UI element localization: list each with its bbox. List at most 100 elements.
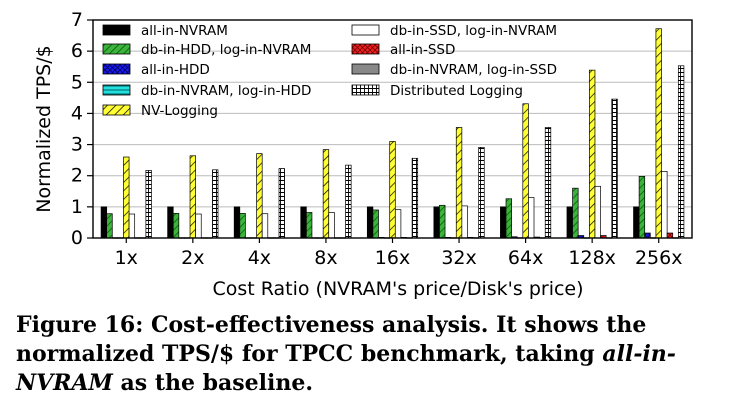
x-tick-label: 4x (248, 247, 271, 269)
bar-nv-logging-8x (322, 149, 330, 239)
bar-db-in-hdd-log-in-nvram-16x (372, 209, 379, 239)
bar-db-in-hdd-log-in-nvram-8x (305, 212, 313, 239)
legend-swatch (351, 63, 380, 75)
bar-db-in-hdd-log-in-nvram-1x (106, 213, 113, 239)
plot-frame (92, 19, 693, 239)
x-tick-label: 8x (314, 247, 337, 269)
bar-db-in-ssd-log-in-nvram-4x (261, 213, 269, 239)
legend-label: all-in-NVRAM (141, 23, 228, 39)
bar-nv-logging-2x (189, 155, 196, 239)
legend-entry: all-in-SSD (351, 42, 455, 58)
y-tick-label: 7 (71, 9, 83, 31)
y-tick-label: 2 (71, 165, 83, 187)
caption-text: Figure 16: Cost-effectiveness analysis. … (16, 312, 647, 367)
bar-db-in-ssd-log-in-nvram-256x (661, 171, 668, 239)
legend-swatch (102, 43, 131, 55)
legend-entry: db-in-HDD, log-in-NVRAM (102, 42, 311, 58)
bar-all-in-nvram-32x (433, 206, 440, 239)
bar-nv-logging-256x (655, 28, 662, 239)
legend-swatch (351, 24, 380, 36)
legend-entry: db-in-SSD, log-in-NVRAM (351, 23, 557, 39)
bar-all-in-nvram-256x (633, 206, 640, 239)
bar-all-in-nvram-64x (500, 206, 507, 239)
legend-label: db-in-HDD, log-in-NVRAM (141, 42, 311, 58)
bar-distributed-logging-8x (345, 164, 352, 239)
axes: 0 1 2 3 4 5 6 7 1x 2x 4x 8x 16x 32x 64x 128x 256x (71, 9, 693, 269)
bar-all-in-nvram-1x (100, 206, 108, 239)
x-tick-label: 128x (568, 247, 616, 269)
bar-db-in-hdd-log-in-nvram-256x (638, 175, 646, 239)
bar-db-in-ssd-log-in-nvram-2x (195, 213, 202, 239)
bar-db-in-ssd-log-in-nvram-32x (461, 205, 468, 239)
bar-distributed-logging-64x (544, 127, 552, 239)
legend-entry: NV-Logging (102, 103, 218, 119)
legend-entry: all-in-NVRAM (102, 23, 228, 39)
bar-all-in-nvram-2x (167, 206, 174, 239)
legend-swatch (351, 43, 380, 55)
caption-ending: as the baseline. (112, 370, 314, 396)
x-tick-label: 16x (375, 247, 410, 269)
legend-swatch (102, 104, 131, 116)
bar-nv-logging-64x (522, 103, 529, 239)
legend-swatch (102, 63, 131, 75)
bar-distributed-logging-1x (145, 170, 152, 239)
legend-swatch (102, 84, 131, 96)
bar-db-in-hdd-log-in-nvram-4x (239, 213, 246, 239)
bar-db-in-ssd-log-in-nvram-8x (328, 212, 335, 239)
bar-distributed-logging-128x (611, 98, 618, 239)
bar-db-in-hdd-log-in-nvram-32x (439, 204, 446, 239)
bar-all-in-nvram-4x (233, 206, 241, 239)
y-tick-label: 4 (71, 102, 83, 124)
x-tick-label: 2x (181, 247, 204, 269)
legend-entry: db-in-NVRAM, log-in-SSD (351, 62, 557, 78)
legend-label: NV-Logging (141, 103, 218, 119)
y-tick-label: 5 (71, 71, 83, 93)
bar-db-in-ssd-log-in-nvram-1x (128, 213, 136, 239)
bar-all-in-hdd-256x (644, 232, 651, 239)
bar-db-in-ssd-log-in-nvram-64x (528, 197, 535, 239)
bar-all-in-nvram-16x (366, 206, 374, 239)
x-tick-label: 1x (115, 247, 138, 269)
bar-nv-logging-4x (256, 153, 263, 239)
bar-db-in-hdd-log-in-nvram-128x (572, 187, 579, 239)
bar-distributed-logging-16x (411, 157, 419, 239)
bar-distributed-logging-4x (278, 168, 285, 239)
bar-db-in-ssd-log-in-nvram-16x (394, 209, 402, 239)
bar-distributed-logging-2x (212, 169, 219, 239)
caption-baseline: all-in-NVRAM (16, 341, 676, 396)
bar-nv-logging-128x (589, 69, 596, 239)
legend-entry: all-in-HDD (102, 62, 210, 78)
legend-label: all-in-SSD (390, 42, 455, 58)
legend-label: db-in-NVRAM, log-in-SSD (390, 62, 557, 78)
y-tick-label: 0 (71, 227, 83, 249)
x-tick-label: 256x (635, 247, 683, 269)
figure-caption: Figure 16: Cost-effectiveness analysis. … (16, 311, 741, 398)
bar-all-in-ssd-256x (666, 232, 674, 239)
bar-distributed-logging-32x (478, 147, 485, 239)
legend-entry: db-in-NVRAM, log-in-HDD (102, 83, 311, 99)
cost-effectiveness-chart: 0 1 2 3 4 5 6 7 1x 2x 4x 8x 16x 32x 64x 128x 256x all-in… (33, 9, 693, 300)
bar-nv-logging-32x (455, 127, 463, 239)
bar-all-in-nvram-128x (566, 206, 573, 239)
y-axis-label: Normalized TPS/$ (33, 45, 55, 212)
y-tick-label: 1 (71, 196, 83, 218)
legend-label: db-in-NVRAM, log-in-HDD (141, 83, 311, 99)
legend-label: Distributed Logging (390, 83, 523, 99)
bar-all-in-nvram-8x (300, 206, 307, 239)
legend-label: db-in-SSD, log-in-NVRAM (390, 23, 557, 39)
y-tick-label: 6 (71, 40, 83, 62)
bar-db-in-ssd-log-in-nvram-128x (594, 185, 601, 239)
legend-swatch (102, 24, 131, 36)
x-tick-label: 32x (441, 247, 476, 269)
legend-entry: Distributed Logging (351, 83, 523, 99)
bar-distributed-logging-256x (677, 65, 685, 239)
legend-swatch (351, 84, 380, 96)
bar-db-in-hdd-log-in-nvram-2x (172, 213, 180, 239)
legend: all-in-NVRAM db-in-SSD, log-in-NVRAM db-in… (102, 23, 557, 119)
x-axis-label: Cost Ratio (NVRAM's price/Disk's price) (212, 278, 583, 300)
y-tick-label: 3 (71, 134, 83, 156)
bar-nv-logging-16x (389, 141, 396, 239)
x-tick-label: 64x (508, 247, 543, 269)
legend-label: all-in-HDD (141, 62, 210, 78)
bar-db-in-hdd-log-in-nvram-64x (505, 198, 512, 239)
